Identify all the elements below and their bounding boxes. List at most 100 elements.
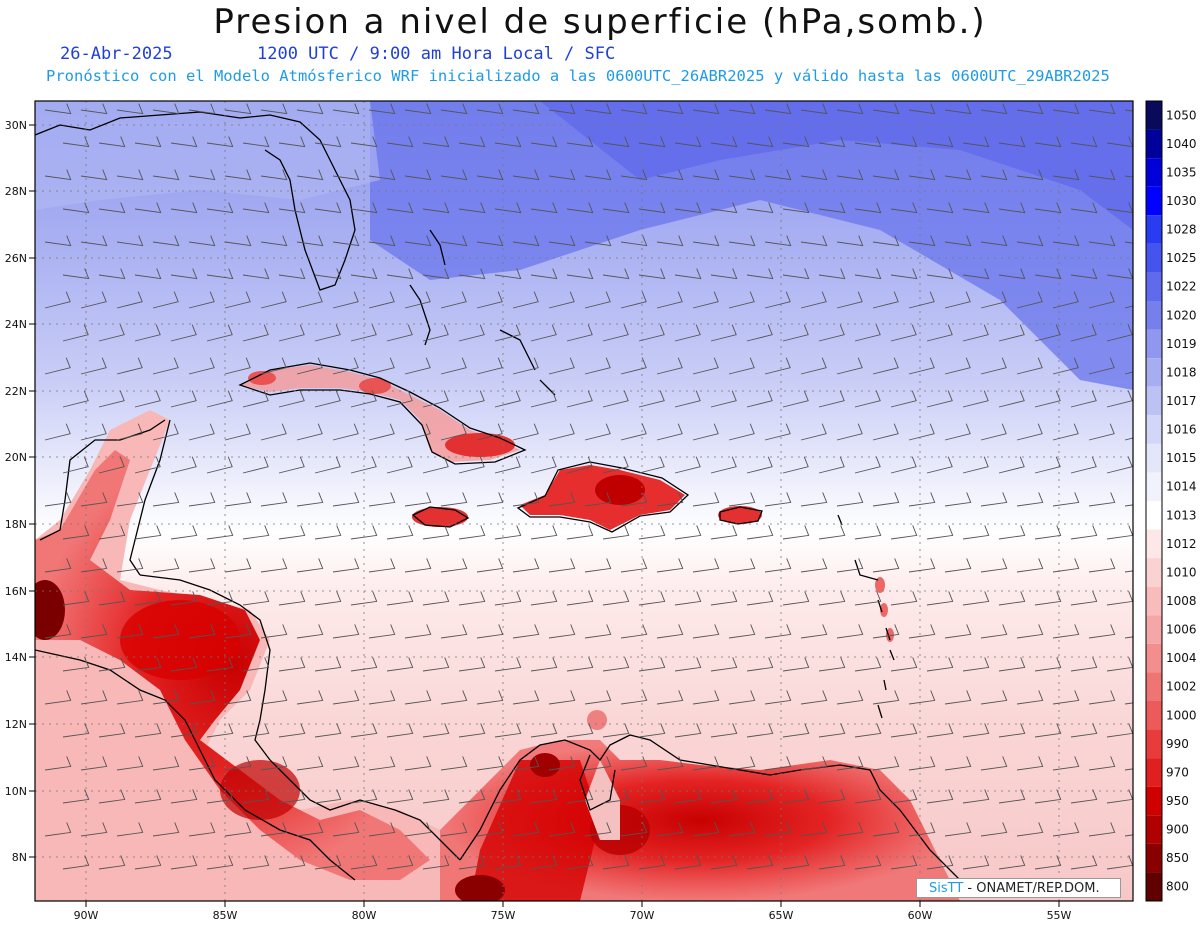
wind-barb-icon xyxy=(980,756,1008,771)
wind-barb-icon xyxy=(998,136,1026,148)
wind-barb-icon xyxy=(80,624,108,639)
wind-barb-icon xyxy=(116,690,144,705)
wind-barb-icon xyxy=(836,169,864,181)
wind-barb-icon xyxy=(602,591,630,606)
wind-barb-icon xyxy=(476,756,504,771)
wind-barb-icon xyxy=(476,169,504,181)
wind-barb-icon xyxy=(692,235,720,247)
wind-barb-icon xyxy=(548,357,575,375)
wind-barb-icon xyxy=(458,657,486,672)
wind-barb-icon xyxy=(152,756,180,771)
wind-barb-icon xyxy=(98,855,126,870)
wind-barb-icon xyxy=(134,789,162,804)
wind-barb-icon xyxy=(1016,291,1043,309)
wind-barb-icon xyxy=(494,723,522,738)
wind-barb-icon xyxy=(512,169,540,181)
wind-barb-icon xyxy=(674,855,702,870)
wind-barb-icon xyxy=(1070,525,1098,540)
wind-barb-icon xyxy=(188,423,215,441)
wind-barb-icon xyxy=(1052,235,1080,247)
wind-barb-icon xyxy=(962,657,990,672)
wind-barb-icon xyxy=(710,456,737,474)
wind-barb-icon xyxy=(1088,169,1116,181)
wind-barb-icon xyxy=(80,558,108,573)
wind-barb-icon xyxy=(674,525,702,540)
wind-barb-icon xyxy=(44,357,71,375)
forecast-date: 26-Abr-2025 xyxy=(60,44,173,64)
wind-barb-icon xyxy=(1034,202,1062,214)
wind-barb-icon xyxy=(116,103,144,115)
wind-barb-icon xyxy=(404,690,432,705)
lat-label: 14N xyxy=(5,651,27,664)
wind-barb-icon xyxy=(296,624,324,639)
wind-barb-icon xyxy=(116,822,144,837)
wind-barb-icon xyxy=(188,103,216,115)
wind-barb-icon xyxy=(1106,324,1133,342)
wind-barb-icon xyxy=(872,357,899,375)
wind-barb-icon xyxy=(818,202,846,214)
wind-barb-icon xyxy=(422,324,449,342)
wind-barb-icon xyxy=(656,492,684,507)
wind-barb-icon xyxy=(692,423,719,441)
wind-barb-icon xyxy=(404,423,431,441)
wind-barb-icon xyxy=(908,822,936,837)
wind-barb-icon xyxy=(1034,855,1062,870)
wind-barb-icon xyxy=(548,822,576,837)
colorbar-label: 1022 xyxy=(1166,280,1197,294)
wind-barb-icon xyxy=(242,202,270,214)
map-frame xyxy=(35,101,1133,901)
wind-barb-icon xyxy=(854,525,882,540)
colorbar: 1050 1040 1035 1030 1028 1025 1022 1020 1019 1018… xyxy=(1145,100,1197,902)
wind-barb-icon xyxy=(476,690,504,705)
wind-barb-icon xyxy=(170,390,197,408)
wind-barb-icon xyxy=(800,235,828,247)
colorbar-label: 1028 xyxy=(1166,223,1197,237)
wind-barb-icon xyxy=(80,822,108,837)
wind-barbs xyxy=(44,103,1133,870)
wind-barb-icon xyxy=(80,291,107,309)
wind-barb-icon xyxy=(602,855,630,870)
wind-barb-icon xyxy=(962,268,990,280)
wind-barb-icon xyxy=(44,558,72,573)
wind-barb-icon xyxy=(1088,103,1116,115)
wind-barb-icon xyxy=(206,657,234,672)
wind-barb-icon xyxy=(692,103,720,115)
wind-barb-icon xyxy=(332,624,360,639)
wind-barb-icon xyxy=(80,492,108,507)
wind-barb-icon xyxy=(116,624,144,639)
wind-barb-icon xyxy=(584,103,612,115)
wind-barb-icon xyxy=(134,456,161,474)
wind-barb-icon xyxy=(800,423,827,441)
lon-label: 85W xyxy=(213,909,238,922)
wind-barb-icon xyxy=(782,723,810,738)
wind-barb-icon xyxy=(134,136,162,148)
wind-barb-icon xyxy=(62,136,90,148)
wind-barb-icon xyxy=(494,789,522,804)
wind-barb-icon xyxy=(962,789,990,804)
wind-barb-icon xyxy=(368,558,396,573)
wind-barb-icon xyxy=(386,591,414,606)
wind-barb-icon xyxy=(260,690,288,705)
colorbar-swatch xyxy=(1146,558,1162,587)
wind-barb-icon xyxy=(152,690,180,705)
wind-barb-icon xyxy=(1052,756,1080,771)
wind-barb-icon xyxy=(368,169,396,181)
wind-barb-icon xyxy=(566,456,593,474)
wind-barb-icon xyxy=(494,136,522,148)
wind-barb-icon xyxy=(152,492,180,507)
wind-barb-icon xyxy=(800,624,828,639)
wind-barb-icon xyxy=(566,136,594,148)
wind-barb-icon xyxy=(116,169,144,181)
wind-barb-icon xyxy=(710,855,738,870)
wind-barb-icon xyxy=(1070,136,1098,148)
wind-barb-icon xyxy=(800,291,827,309)
wind-barb-icon xyxy=(1070,657,1098,672)
wind-barb-icon xyxy=(638,657,666,672)
wind-barb-icon xyxy=(566,591,594,606)
wind-barb-icon xyxy=(638,268,666,280)
wind-barb-icon xyxy=(62,591,90,606)
wind-barb-icon xyxy=(350,456,377,474)
wind-barb-icon xyxy=(566,855,594,870)
wind-barb-icon xyxy=(584,690,612,705)
wind-barb-icon xyxy=(1088,235,1116,247)
